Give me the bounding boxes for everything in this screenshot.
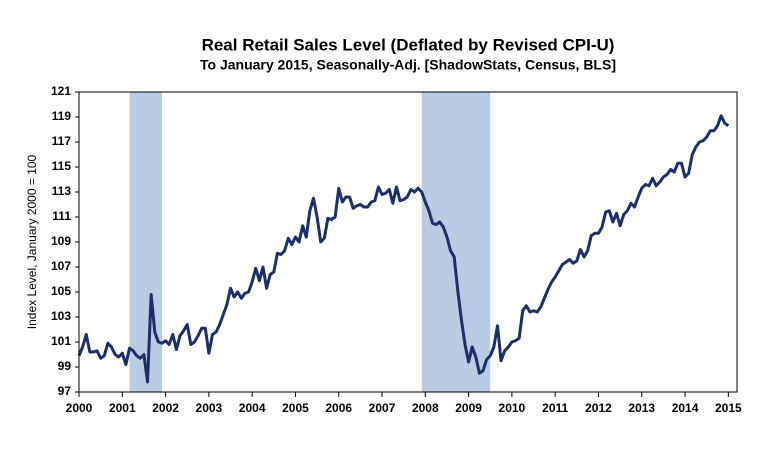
x-tick-label: 2004 <box>239 401 266 415</box>
x-tick-label: 2014 <box>672 401 699 415</box>
recession-band <box>421 92 491 392</box>
y-tick-label: 117 <box>52 134 72 148</box>
y-tick-label: 119 <box>52 109 72 123</box>
x-tick-label: 2006 <box>325 401 352 415</box>
x-tick-label: 2000 <box>66 401 93 415</box>
y-tick-label: 115 <box>52 159 72 173</box>
x-tick-label: 2015 <box>715 401 742 415</box>
recession-band <box>129 92 162 392</box>
y-tick-label: 107 <box>51 259 71 273</box>
y-tick-label: 99 <box>58 359 72 373</box>
y-axis-label: Index Level, January 2000 = 100 <box>25 154 39 329</box>
chart-subtitle: To January 2015, Seasonally-Adj. [Shadow… <box>200 57 616 73</box>
chart-title: Real Retail Sales Level (Deflated by Rev… <box>202 35 615 54</box>
y-tick-label: 121 <box>51 84 71 98</box>
x-tick-label: 2010 <box>499 401 526 415</box>
data-line <box>77 114 730 384</box>
y-tick-label: 109 <box>51 234 71 248</box>
x-tick-label: 2003 <box>196 401 223 415</box>
plot-frame <box>78 91 738 393</box>
x-tick-label: 2013 <box>628 401 655 415</box>
y-tick-label: 111 <box>52 209 71 223</box>
x-tick-label: 2011 <box>542 401 568 415</box>
x-tick-label: 2012 <box>585 401 612 415</box>
x-tick-label: 2002 <box>152 401 179 415</box>
y-tick-label: 103 <box>51 309 71 323</box>
y-tick-label: 101 <box>51 334 71 348</box>
x-tick-label: 2005 <box>282 401 309 415</box>
x-tick-label: 2008 <box>412 401 439 415</box>
y-tick-label: 105 <box>51 284 71 298</box>
x-tick-label: 2009 <box>455 401 482 415</box>
x-tick-label: 2007 <box>369 401 396 415</box>
y-tick-label: 97 <box>58 384 72 398</box>
y-tick-label: 113 <box>52 184 72 198</box>
x-tick-label: 2001 <box>109 401 136 415</box>
